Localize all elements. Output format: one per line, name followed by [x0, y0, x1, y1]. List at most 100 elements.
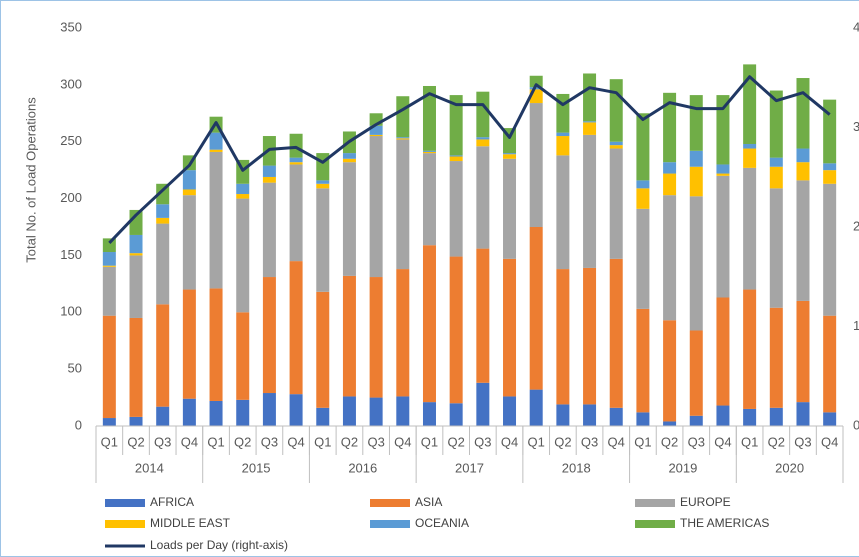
bar-segment	[529, 87, 543, 90]
bar-segment	[689, 330, 703, 416]
bar-segment	[449, 161, 463, 257]
bar-segment	[689, 166, 703, 197]
legend-swatch	[370, 499, 410, 507]
bar-segment	[556, 269, 570, 405]
bar-segment	[129, 253, 143, 256]
legend-label: THE AMERICAS	[680, 516, 769, 530]
bar-segment	[209, 400, 223, 426]
x-tick-label: Q3	[474, 434, 491, 449]
bar-segment	[316, 188, 330, 292]
bar-segment	[769, 166, 783, 189]
bar-segment	[716, 297, 730, 406]
bar-segment	[236, 312, 250, 400]
bar-segment	[289, 133, 303, 158]
x-tick-label: Q3	[154, 434, 171, 449]
bar-segment	[262, 176, 276, 183]
bar-segment	[289, 157, 303, 163]
bar-segment	[102, 238, 116, 253]
bar-segment	[236, 198, 250, 313]
x-tick-label: Q2	[127, 434, 144, 449]
x-group-label: 2020	[775, 460, 804, 475]
bar-segment	[182, 289, 196, 399]
bar-segment	[129, 317, 143, 417]
bar-segment	[503, 396, 517, 426]
bar-segment	[583, 134, 597, 268]
legend-label: AFRICA	[150, 495, 194, 509]
y-tick-label: 350	[60, 19, 82, 34]
y-tick-label: 150	[60, 247, 82, 262]
bar-segment	[609, 145, 623, 149]
bar-segment	[422, 245, 436, 403]
bar-segment	[636, 113, 650, 181]
bar-segment	[636, 208, 650, 309]
bar-segment	[156, 304, 170, 407]
bar-segment	[262, 165, 276, 177]
bar-segment	[289, 261, 303, 395]
bar-segment	[636, 188, 650, 209]
bar-segment	[342, 275, 356, 397]
bar-segment	[156, 223, 170, 305]
bar-segment	[636, 308, 650, 413]
bar-segment	[262, 277, 276, 394]
x-group-label: 2018	[562, 460, 591, 475]
x-tick-label: Q4	[501, 434, 518, 449]
x-group-label: 2019	[668, 460, 697, 475]
bar-segment	[503, 258, 517, 397]
bar-segment	[236, 399, 250, 426]
y-axis-title: Total No. of Load Operations	[23, 97, 38, 263]
bar-segment	[796, 78, 810, 149]
x-tick-label: Q2	[768, 434, 785, 449]
x-tick-label: Q4	[181, 434, 198, 449]
bar-segment	[689, 95, 703, 151]
bar-segment	[129, 234, 143, 254]
bar-segment	[609, 79, 623, 142]
bar-segment	[663, 162, 677, 174]
x-tick-label: Q1	[741, 434, 758, 449]
legend-swatch	[635, 520, 675, 528]
bar-segment	[583, 73, 597, 122]
bar-segment	[689, 415, 703, 426]
bar-segment	[823, 183, 837, 316]
line-series	[108, 75, 831, 244]
bar-segment	[369, 125, 383, 135]
x-tick-label: Q3	[688, 434, 705, 449]
bar-segment	[583, 404, 597, 426]
bar-segment	[743, 64, 757, 144]
x-group-label: 2016	[348, 460, 377, 475]
bar-segment	[556, 136, 570, 156]
bar-segment	[796, 162, 810, 181]
bar-segment	[102, 252, 116, 266]
bar-segment	[503, 154, 517, 159]
bar-segment	[129, 255, 143, 318]
bar-segment	[663, 320, 677, 422]
x-tick-label: Q2	[447, 434, 464, 449]
x-tick-label: Q4	[287, 434, 304, 449]
bar-segment	[342, 396, 356, 426]
bar-segment	[396, 396, 410, 426]
bar-segment	[422, 402, 436, 426]
legend-swatch	[370, 520, 410, 528]
bar-segment	[209, 151, 223, 289]
bar-segment	[796, 300, 810, 403]
bar-segment	[182, 195, 196, 290]
bar-segment	[422, 153, 436, 246]
bar-segment	[556, 132, 570, 137]
bar-segment	[449, 156, 463, 162]
y2-tick-label: 0	[853, 417, 859, 432]
legend-label: ASIA	[415, 495, 442, 509]
x-tick-label: Q2	[554, 434, 571, 449]
x-tick-label: Q1	[101, 434, 118, 449]
bar-segment	[716, 405, 730, 426]
bar-segment	[129, 209, 143, 235]
x-tick-label: Q4	[714, 434, 731, 449]
bar-segment	[102, 315, 116, 419]
bar-segment	[476, 137, 490, 140]
y-tick-label: 200	[60, 190, 82, 205]
legend-swatch	[105, 499, 145, 507]
bar-segment	[476, 382, 490, 426]
legend-label: OCEANIA	[415, 516, 469, 530]
bar-segment	[529, 75, 543, 88]
bar-segment	[342, 153, 356, 159]
x-tick-label: Q3	[794, 434, 811, 449]
bar-segment	[289, 164, 303, 262]
